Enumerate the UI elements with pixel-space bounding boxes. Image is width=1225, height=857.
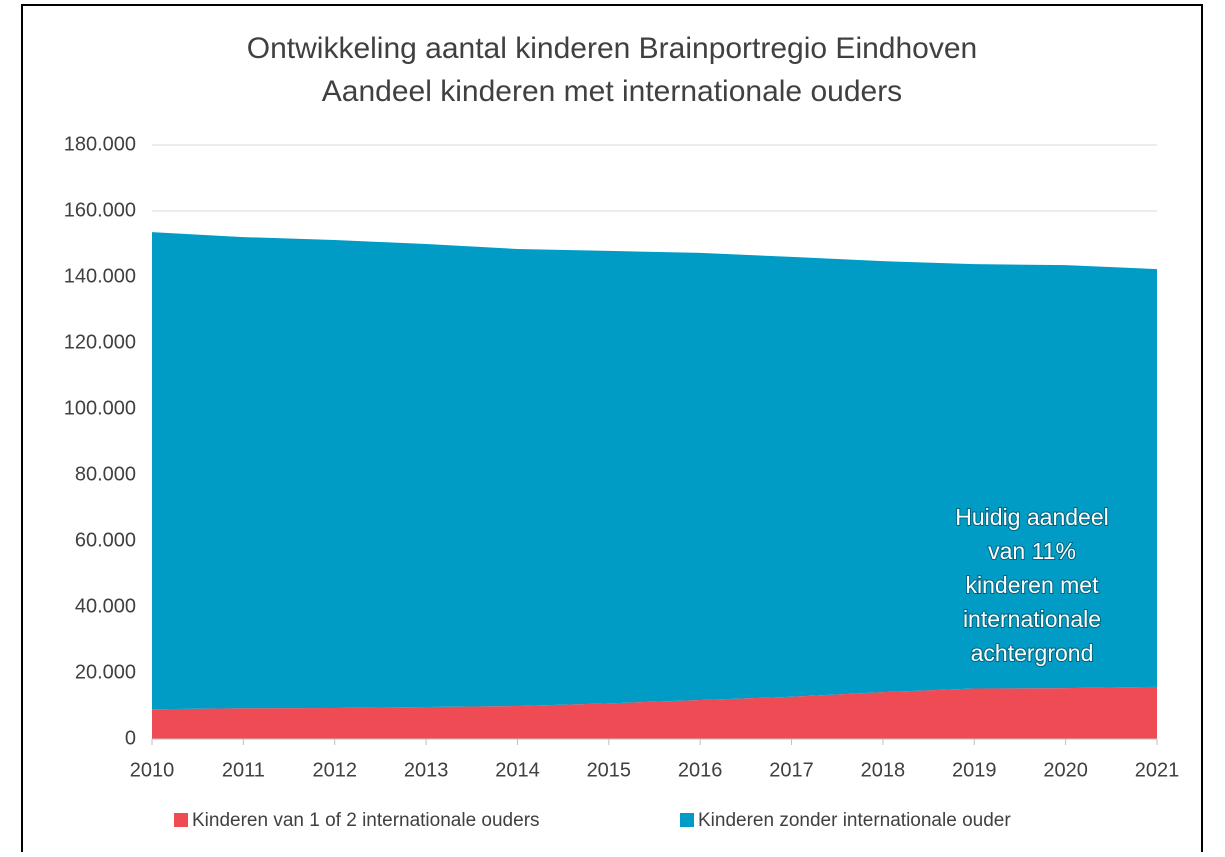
legend-label: Kinderen zonder internationale ouder: [698, 810, 1011, 831]
x-tick-label: 2016: [678, 759, 723, 781]
legend-label: Kinderen van 1 of 2 internationale ouder…: [192, 810, 540, 831]
annotation: van 11%: [988, 538, 1076, 564]
x-tick-label: 2017: [769, 759, 814, 781]
x-tick-label: 2015: [587, 759, 632, 781]
y-tick-label: 160.000: [64, 199, 136, 221]
y-tick-label: 0: [125, 727, 136, 749]
x-tick-label: 2020: [1043, 759, 1088, 781]
y-tick-label: 180.000: [64, 133, 136, 155]
y-tick-label: 60.000: [75, 529, 136, 551]
x-tick-label: 2012: [312, 759, 357, 781]
y-tick-label: 100.000: [64, 397, 136, 419]
x-tick-label: 2014: [495, 759, 540, 781]
annotation: internationale: [963, 606, 1101, 632]
annotation: achtergrond: [971, 640, 1094, 666]
y-tick-label: 140.000: [64, 265, 136, 287]
annotation: kinderen met: [966, 572, 1100, 598]
y-tick-label: 120.000: [64, 331, 136, 353]
area: [152, 686, 1157, 739]
x-tick-label: 2021: [1135, 759, 1180, 781]
y-tick-label: 80.000: [75, 463, 136, 485]
x-tick-label: 2018: [861, 759, 906, 781]
x-tick-label: 2013: [404, 759, 449, 781]
y-tick-label: 20.000: [75, 661, 136, 683]
annotation: Huidig aandeel: [955, 504, 1108, 530]
x-tick-label: 2010: [130, 759, 175, 781]
chart-title: Ontwikkeling aantal kinderen Brainportre…: [247, 32, 977, 65]
legend-swatch: [680, 813, 694, 827]
legend-swatch: [174, 813, 188, 827]
area: [152, 232, 1157, 710]
x-tick-label: 2019: [952, 759, 997, 781]
y-tick-label: 40.000: [75, 595, 136, 617]
chart-subtitle: Aandeel kinderen met internationale oude…: [322, 75, 902, 108]
x-tick-label: 2011: [222, 759, 265, 781]
